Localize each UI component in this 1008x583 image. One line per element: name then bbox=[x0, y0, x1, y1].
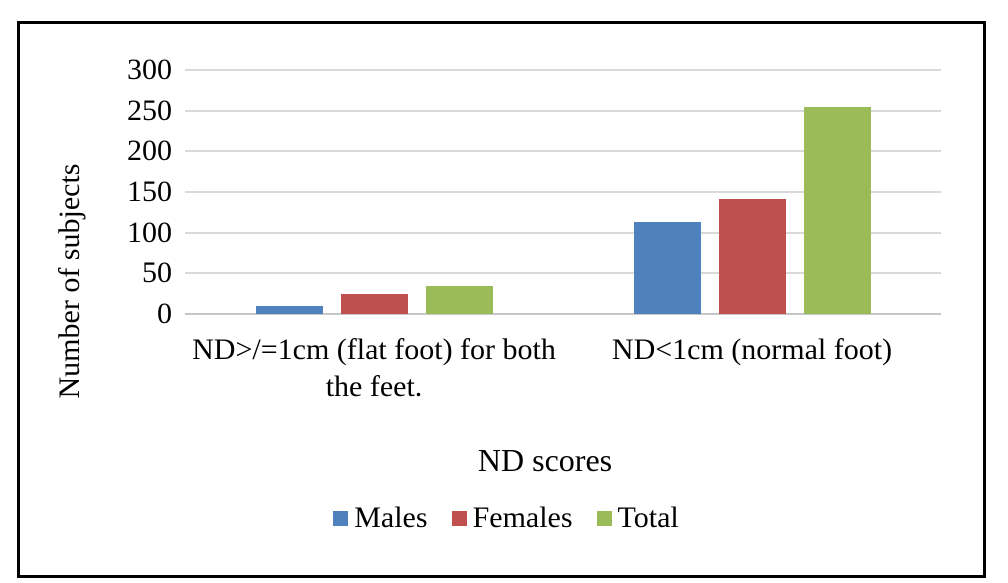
y-tick-label-250: 250 bbox=[127, 93, 172, 127]
y-tick-label-150: 150 bbox=[127, 175, 172, 208]
legend-item-females: Females bbox=[451, 501, 573, 535]
gridline-y250 bbox=[185, 109, 941, 112]
bar-total-category-2 bbox=[803, 106, 871, 314]
gridline-y100 bbox=[185, 231, 941, 234]
gridline-y50 bbox=[185, 272, 941, 275]
y-tick-label-0: 0 bbox=[157, 297, 172, 330]
x-category-label-1: ND>/=1cm (flat foot) for both the feet. bbox=[144, 331, 604, 405]
gridline-y150 bbox=[185, 191, 941, 193]
x-category-label-2: ND<1cm (normal foot) bbox=[522, 331, 982, 368]
bar-females-category-1 bbox=[340, 293, 408, 314]
legend-swatch-males-icon bbox=[333, 510, 349, 526]
y-tick-label-300: 300 bbox=[127, 53, 172, 86]
y-tick-label-100: 100 bbox=[127, 215, 172, 249]
bar-females-category-2 bbox=[718, 198, 786, 314]
y-tick-label-50: 50 bbox=[142, 256, 172, 290]
x-axis-title: ND scores bbox=[477, 442, 613, 478]
legend-label-females: Females bbox=[472, 501, 573, 534]
legend-label-total: Total bbox=[617, 501, 679, 534]
x-category-label-line: ND<1cm (normal foot) bbox=[611, 333, 893, 366]
x-category-label-line: ND>/=1cm (flat foot) for both bbox=[192, 333, 556, 366]
x-category-label-line: the feet. bbox=[325, 370, 423, 403]
y-tick-label-200: 200 bbox=[127, 134, 172, 168]
bar-males-category-2 bbox=[633, 222, 701, 314]
legend-item-males: Males bbox=[333, 501, 428, 535]
legend-swatch-total-icon bbox=[596, 510, 612, 526]
legend-label-males: Males bbox=[354, 501, 428, 534]
gridline-y300 bbox=[185, 69, 941, 71]
legend-swatch-females-icon bbox=[451, 510, 467, 526]
legend: Males Females Total bbox=[206, 501, 806, 535]
bar-total-category-1 bbox=[425, 285, 493, 314]
x-axis-line bbox=[185, 313, 941, 315]
bar-males-category-1 bbox=[255, 305, 323, 314]
gridline-y200 bbox=[185, 150, 941, 153]
legend-item-total: Total bbox=[596, 501, 679, 535]
